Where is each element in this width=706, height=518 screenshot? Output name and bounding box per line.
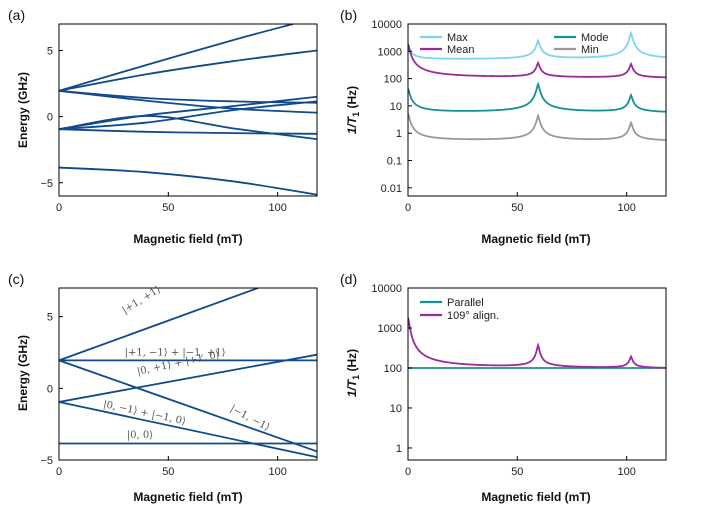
- panel-b-ylabel-unit: (Hz): [345, 86, 359, 112]
- panel-c-label: (c): [8, 271, 24, 287]
- panel-c-plot-area: 0 50 100−505|+1, +1⟩|+1, −1⟩ + |−1, +1⟩|0,…: [40, 284, 318, 478]
- energy-level-line-7: [59, 128, 317, 135]
- relaxation-curve-min: [408, 113, 666, 141]
- panel-d-ylabel-main: 1/T: [345, 378, 359, 397]
- panel-b-ytick-label: 1: [396, 128, 402, 140]
- panel-d-legend-label: Parallel: [447, 297, 484, 309]
- panel-d-ytick-label: 1: [396, 443, 402, 455]
- panel-c-ytick-label: 0: [47, 383, 53, 395]
- panel-c-ytick-label: −5: [40, 455, 53, 467]
- energy-level-line-3: [59, 89, 317, 114]
- panel-b-label: (b): [340, 7, 357, 23]
- panel-a-label: (a): [8, 7, 25, 23]
- panel-c-ylabel: Energy (GHz): [16, 335, 30, 411]
- panel-a-frame: [58, 23, 318, 197]
- panel-d: (d) 0 50 100 1 10 100 1000 10000 Magnetic field…: [340, 271, 667, 504]
- panel-b-ylabel: 1/T1 (Hz): [345, 86, 361, 134]
- panel-b-ytick-label: 10000: [371, 19, 402, 31]
- panel-d-ytick-label: 10: [390, 403, 402, 415]
- energy-level-line-5: [59, 95, 317, 131]
- panel-d-ylabel: 1/T1 (Hz): [345, 349, 361, 397]
- panel-b: (b) 0 50 100 0.01 0.1 1 10 100 1000 10000 Magneti…: [340, 7, 667, 246]
- panel-b-legend-label: Mean: [447, 44, 475, 56]
- clipped-series-group: [408, 30, 666, 141]
- panel-d-label: (d): [340, 271, 357, 287]
- panel-d-ylabel-unit: (Hz): [345, 349, 359, 375]
- panel-c-xtick-label: 0: [56, 466, 62, 478]
- panel-b-xtick-label: 100: [617, 202, 635, 214]
- panel-b-ytick-label: 10: [390, 101, 402, 113]
- clipped-series-group: [59, 288, 317, 459]
- state-annotation-6: |0, 0⟩: [127, 430, 153, 441]
- energy-level-line-4: [59, 89, 317, 104]
- panel-b-xtick-label: 0: [405, 202, 411, 214]
- panel-d-ytick-label: 100: [384, 363, 402, 375]
- energy-level-line-8: [59, 115, 317, 141]
- panel-b-ytick-label: 0.1: [387, 155, 402, 167]
- panel-b-ylabel-sub: 1: [351, 112, 361, 117]
- state-line-4: [59, 359, 317, 453]
- panel-d-ylabel-sub: 1: [351, 375, 361, 380]
- panel-d-xtick-label: 0: [405, 466, 411, 478]
- panel-b-frame: [407, 23, 667, 197]
- panel-d-plot-area: 0 50 100 1 10 100 1000 10000: [371, 283, 667, 478]
- state-line-5: [59, 401, 317, 459]
- panel-b-ylabel-main: 1/T: [345, 115, 359, 134]
- panel-d-xtick-label: 100: [617, 466, 635, 478]
- panel-d-ytick-label: 10000: [371, 283, 402, 295]
- panel-c-frame: [58, 287, 318, 461]
- panel-a-ytick-label: 5: [47, 45, 53, 57]
- panel-d-xtick-label: 50: [511, 466, 523, 478]
- panel-a-xtick-label: 100: [268, 202, 286, 214]
- energy-level-line-6: [59, 100, 317, 131]
- panel-a-ytick-label: −5: [40, 178, 53, 190]
- panel-a: (a) 0 50 100−505 Magnetic field (mT) Energ…: [8, 7, 318, 246]
- energy-level-line-1: [59, 24, 294, 92]
- panel-b-legend-label: Min: [581, 44, 599, 56]
- panel-a-ylabel: Energy (GHz): [16, 72, 30, 148]
- panel-d-ytick-label: 1000: [378, 323, 402, 335]
- panel-b-ytick-label: 1000: [378, 46, 402, 58]
- panel-a-xlabel: Magnetic field (mT): [133, 232, 242, 246]
- energy-level-line-2: [59, 49, 317, 92]
- panel-a-plot-area: 0 50 100−505: [40, 23, 318, 214]
- panel-b-ytick-label: 0.01: [381, 183, 402, 195]
- panel-d-xlabel: Magnetic field (mT): [481, 490, 590, 504]
- panel-d-frame: [407, 287, 667, 461]
- panel-b-legend-label: Mode: [581, 32, 609, 44]
- panel-c: (c) 0 50 100−505|+1, +1⟩|+1, −1⟩ + |−1, +1…: [8, 271, 318, 504]
- panel-b-legend-label: Max: [447, 32, 468, 44]
- energy-level-line-9: [59, 166, 317, 196]
- panel-c-xtick-label: 100: [268, 466, 286, 478]
- panel-a-xtick-label: 50: [162, 202, 174, 214]
- panel-b-xtick-label: 50: [511, 202, 523, 214]
- panel-c-xlabel: Magnetic field (mT): [133, 490, 242, 504]
- panel-c-ytick-label: 5: [47, 312, 53, 324]
- panel-b-ytick-label: 100: [384, 74, 402, 86]
- relaxation-curve-mode: [408, 81, 666, 113]
- panel-c-xtick-label: 50: [162, 466, 174, 478]
- state-line-3: [59, 353, 317, 403]
- state-line-1: [59, 288, 259, 362]
- panel-b-plot-area: 0 50 100 0.01 0.1 1 10 100 1000 10000: [371, 19, 667, 214]
- clipped-series-group: [59, 24, 317, 196]
- panel-a-ytick-label: 0: [47, 112, 53, 124]
- relaxation-curve-max: [408, 30, 666, 60]
- clipped-series-group: [408, 317, 666, 369]
- relaxation-curve-mean: [408, 43, 666, 79]
- state-annotation-1: |+1, +1⟩: [120, 284, 162, 316]
- panel-b-xlabel: Magnetic field (mT): [481, 232, 590, 246]
- panel-d-legend-label: 109° align.: [447, 310, 499, 322]
- panel-a-xtick-label: 0: [56, 202, 62, 214]
- state-annotation-5: |−1, −1⟩: [228, 403, 271, 433]
- state-annotation-2: |+1, −1⟩ + |−1, +1⟩: [125, 347, 226, 358]
- relaxation-curve-109-align: [408, 317, 666, 369]
